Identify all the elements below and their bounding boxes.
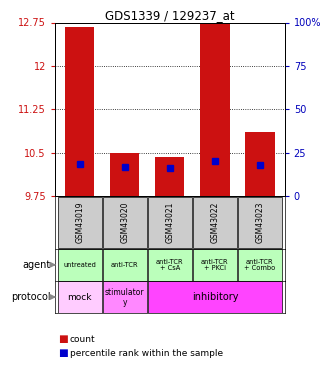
Title: GDS1339 / 129237_at: GDS1339 / 129237_at <box>105 9 235 22</box>
Text: GSM43020: GSM43020 <box>120 202 129 243</box>
Text: untreated: untreated <box>63 262 96 268</box>
Bar <box>245 132 275 196</box>
Text: GSM43023: GSM43023 <box>255 202 264 243</box>
Bar <box>58 281 102 313</box>
Bar <box>103 249 147 280</box>
Text: inhibitory: inhibitory <box>191 292 238 302</box>
Text: anti-TCR
+ PKCi: anti-TCR + PKCi <box>201 258 229 271</box>
Bar <box>155 157 184 196</box>
Bar <box>200 24 229 196</box>
Text: percentile rank within the sample: percentile rank within the sample <box>70 349 223 358</box>
Bar <box>110 153 140 196</box>
Bar <box>58 196 102 248</box>
Text: GSM43021: GSM43021 <box>165 202 174 243</box>
Text: protocol: protocol <box>11 292 50 302</box>
Text: GSM43019: GSM43019 <box>75 202 84 243</box>
Bar <box>148 249 192 280</box>
Text: anti-TCR
+ Combo: anti-TCR + Combo <box>244 258 276 271</box>
Text: ■: ■ <box>58 348 68 358</box>
Bar <box>238 249 282 280</box>
Text: count: count <box>70 335 96 344</box>
Bar <box>65 27 94 196</box>
Bar <box>193 196 237 248</box>
Text: anti-TCR
+ CsA: anti-TCR + CsA <box>156 258 183 271</box>
Text: agent: agent <box>22 260 50 270</box>
Text: GSM43022: GSM43022 <box>210 202 219 243</box>
Bar <box>148 196 192 248</box>
Text: ■: ■ <box>58 334 68 344</box>
Bar <box>193 249 237 280</box>
Text: anti-TCR: anti-TCR <box>111 262 139 268</box>
Text: mock: mock <box>68 292 92 302</box>
Bar <box>103 196 147 248</box>
Bar <box>58 249 102 280</box>
Bar <box>238 196 282 248</box>
Bar <box>103 281 147 313</box>
Bar <box>148 281 282 313</box>
Text: stimulator
y: stimulator y <box>105 288 145 308</box>
